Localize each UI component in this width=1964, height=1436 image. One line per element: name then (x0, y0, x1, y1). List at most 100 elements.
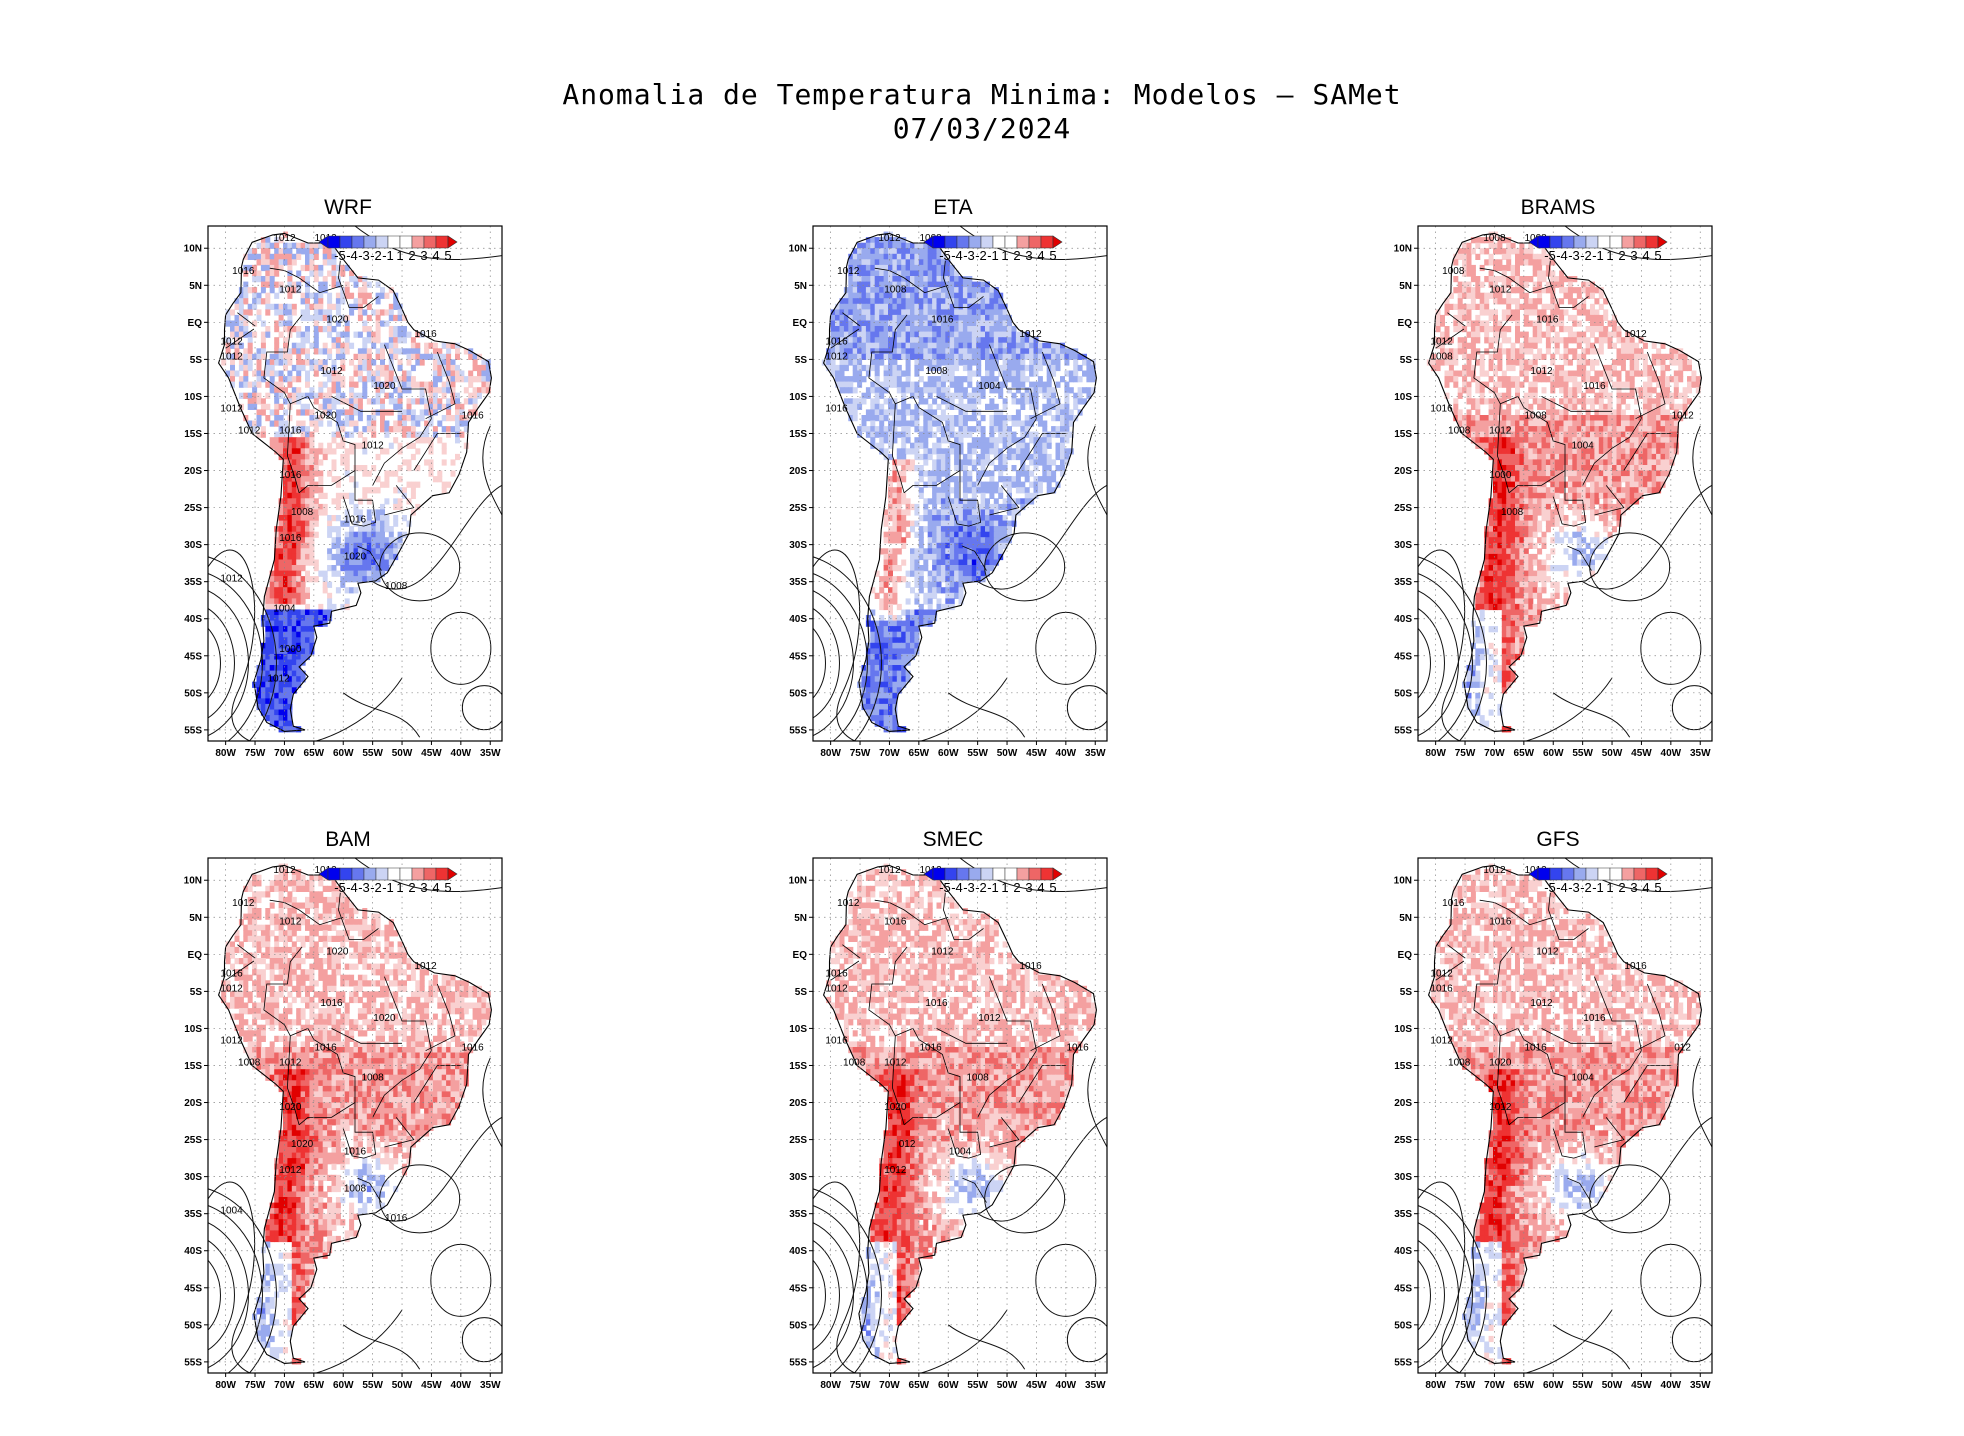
isobar-label: 1016 (279, 470, 302, 481)
lon-label: 70W (1484, 1380, 1505, 1391)
isobar-label: 1016 (344, 1146, 367, 1157)
lat-label: 45S (184, 651, 202, 662)
lat-label: 30S (184, 1172, 202, 1183)
colorbar-swatch (1609, 235, 1623, 249)
colorbar-label: -5 (334, 880, 346, 895)
isobar-label: 1016 (414, 329, 437, 340)
colorbar-swatch (1537, 235, 1551, 249)
lat-label: 5S (1400, 987, 1413, 998)
map-smec: 1012101210121016101210161012101610121016… (789, 857, 1108, 1391)
isobar-label: 1004 (1572, 1072, 1595, 1083)
isobar-label: 1008 (925, 366, 948, 377)
isobar-label: 1016 (1536, 314, 1559, 325)
lon-label: 60W (1543, 1380, 1564, 1391)
lat-label: 35S (184, 1209, 202, 1220)
lat-label: 10S (789, 1024, 807, 1035)
isobar-label: 1016 (1583, 381, 1606, 392)
lat-label: 25S (789, 1135, 807, 1146)
colorbar: -5 -4 -3 -2 -1 1 2 3 4 5 (923, 235, 1063, 263)
lat-label: 10N (184, 876, 202, 887)
lon-label: 40W (1056, 1380, 1077, 1391)
lat-label: 30S (184, 540, 202, 551)
lat-label: 50S (789, 688, 807, 699)
country-borders (830, 892, 1066, 1203)
lat-label: 15S (789, 1061, 807, 1072)
colorbar-swatch (968, 867, 982, 881)
lat-label: 10S (789, 392, 807, 403)
coastline (1427, 232, 1702, 732)
country-borders (1435, 260, 1671, 571)
colorbar-swatch (1645, 867, 1659, 881)
isobar-label: 1012 (837, 266, 860, 277)
isobar-label: 1008 (362, 1072, 385, 1083)
colorbar-swatch (1561, 235, 1575, 249)
lat-label: 45S (789, 1283, 807, 1294)
lon-label: 40W (1661, 1380, 1682, 1391)
colorbar-swatch (1633, 867, 1647, 881)
lat-label: 50S (184, 1320, 202, 1331)
colorbar-swatch (399, 235, 413, 249)
anomaly-field (1426, 231, 1701, 733)
lat-label: 20S (184, 1098, 202, 1109)
isobar-label: 1012 (884, 1165, 907, 1176)
colorbar-swatch (956, 867, 970, 881)
lon-label: 50W (1602, 748, 1623, 759)
colorbar-label: -3 (963, 880, 975, 895)
colorbar-label: -5 (939, 880, 951, 895)
lat-label: 55S (184, 1357, 202, 1368)
lat-label: 5S (1400, 355, 1413, 366)
figure-title: Anomalia de Temperatura Minima: Modelos … (562, 78, 1402, 111)
lon-label: 50W (392, 1380, 413, 1391)
lon-label: 40W (1056, 748, 1077, 759)
isobar-label: 1016 (1583, 1013, 1606, 1024)
lon-label: 55W (1572, 748, 1593, 759)
isobar-label: 1012 (1430, 969, 1453, 980)
isobar-label: 1012 (1530, 366, 1553, 377)
lat-label: 15S (789, 429, 807, 440)
isobar-label: 1012 (220, 351, 243, 362)
lon-label: 75W (245, 1380, 266, 1391)
lon-label: 35W (480, 1380, 501, 1391)
lat-label: EQ (1398, 318, 1413, 329)
colorbar-arrow-high (447, 867, 458, 881)
colorbar-swatch (1645, 235, 1659, 249)
colorbar-label: 2 (1013, 880, 1020, 895)
colorbar-swatch (932, 235, 946, 249)
panel-title: BAM (325, 828, 371, 851)
colorbar-swatch (399, 867, 413, 881)
colorbar-label: -4 (346, 248, 358, 263)
lon-label: 50W (1602, 1380, 1623, 1391)
isobar-label: 1016 (220, 969, 243, 980)
lon-label: 65W (304, 1380, 325, 1391)
isobar-label: 1012 (1624, 329, 1647, 340)
colorbar-label: -1 (382, 248, 394, 263)
coastline (822, 864, 1097, 1364)
isobar-label: 1012 (1430, 1035, 1453, 1046)
colorbar-label: -1 (1592, 248, 1604, 263)
isobar-label: 1012 (279, 1165, 302, 1176)
isobar-label: 1016 (279, 425, 302, 436)
lat-label: 45S (1394, 1283, 1412, 1294)
isobar-label: 1016 (232, 266, 255, 277)
colorbar-swatch (339, 867, 353, 881)
map-frame (207, 857, 503, 1374)
isobar-label: 1016 (344, 514, 367, 525)
colorbar: -5 -4 -3 -2 -1 1 2 3 4 5 (1528, 867, 1668, 895)
colorbar-label: -3 (963, 248, 975, 263)
isobar-label: 1020 (373, 1013, 396, 1024)
isobar-label: 1016 (385, 1213, 408, 1224)
lon-label: 45W (1026, 1380, 1047, 1391)
lat-label: 25S (184, 1135, 202, 1146)
isobar-label: 1012 (220, 1035, 243, 1046)
anomaly-field (221, 863, 491, 1365)
lat-label: 45S (789, 651, 807, 662)
isobar-label: 1012 (837, 898, 860, 909)
isobar-label: 1004 (273, 603, 296, 614)
gridlines (1418, 858, 1712, 1373)
lat-label: 5S (190, 355, 203, 366)
colorbar-swatch (1609, 867, 1623, 881)
lon-label: 65W (304, 748, 325, 759)
panel-smec: SMEC 10121012101210161012101610121016101… (783, 828, 1123, 1391)
isobar-label: 1008 (291, 507, 314, 518)
lat-label: 5N (794, 913, 807, 924)
